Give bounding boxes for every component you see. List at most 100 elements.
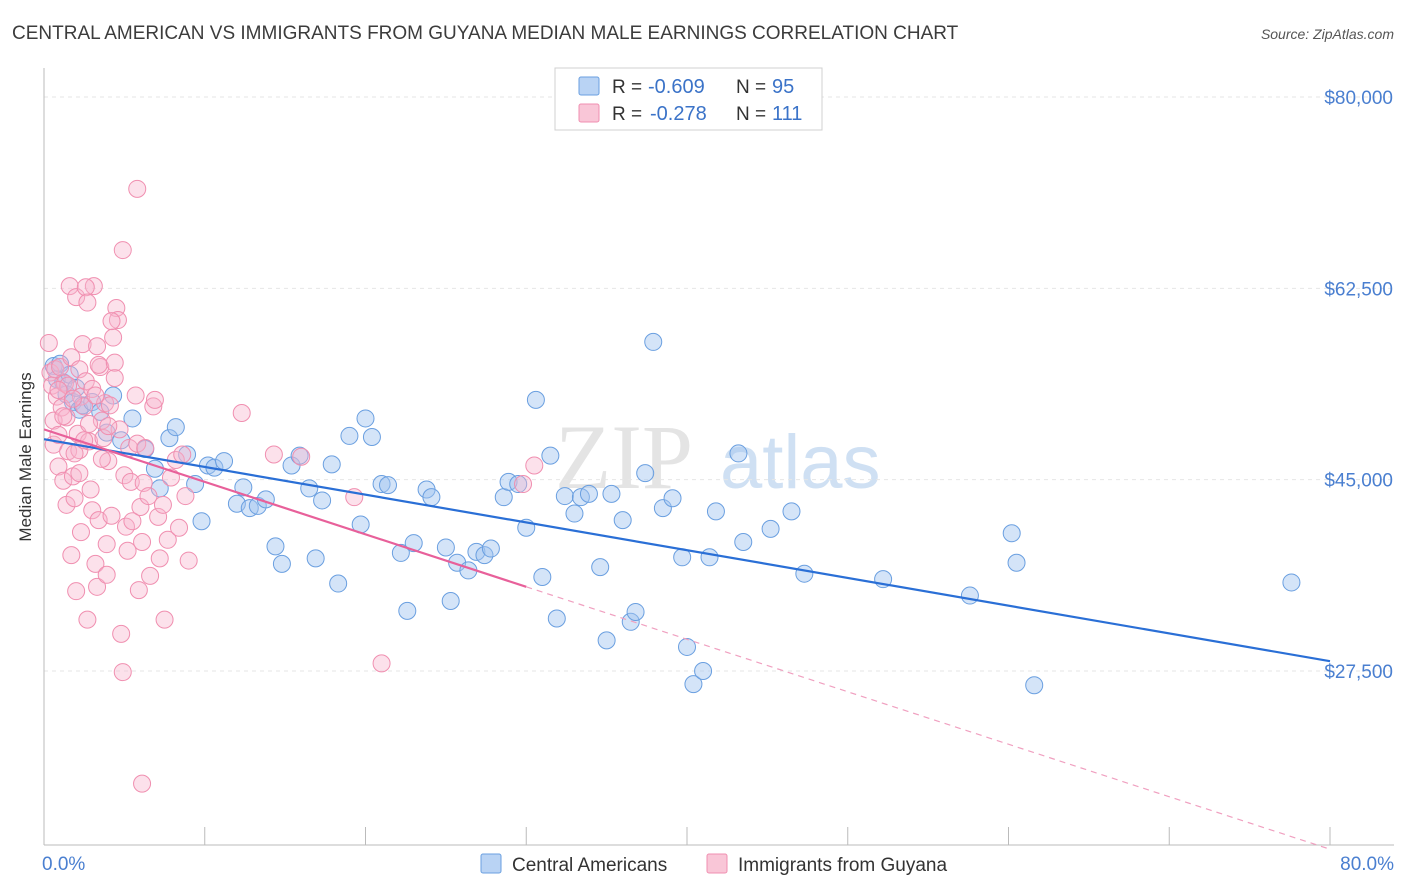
point-immigrants-from-guyana (55, 374, 74, 393)
point-central-americans (494, 488, 513, 507)
point-central-americans (526, 390, 545, 409)
point-immigrants-from-guyana (71, 523, 90, 542)
point-immigrants-from-guyana (232, 403, 251, 422)
point-immigrants-from-guyana (76, 278, 95, 297)
point-central-americans (391, 543, 410, 562)
legend-n-label-1: N = (736, 77, 766, 98)
point-central-americans (636, 464, 655, 483)
point-central-americans (729, 444, 748, 463)
point-central-americans (591, 558, 610, 577)
point-central-americans (340, 426, 359, 445)
point-central-americans (613, 511, 632, 530)
point-immigrants-from-guyana (97, 565, 116, 584)
point-central-americans (475, 546, 494, 565)
point-immigrants-from-guyana (170, 518, 189, 537)
point-immigrants-from-guyana (46, 360, 65, 379)
correlation-legend: R = -0.609 N = 95 R = -0.278 N = 111 (554, 67, 823, 131)
point-central-americans (322, 455, 341, 474)
point-immigrants-from-guyana (514, 475, 533, 494)
point-central-americans (1007, 553, 1026, 572)
point-immigrants-from-guyana (102, 312, 121, 331)
point-central-americans (663, 489, 682, 508)
point-central-americans (579, 484, 598, 503)
point-central-americans (215, 452, 234, 471)
point-central-americans (734, 532, 753, 551)
point-central-americans (266, 537, 285, 556)
legend-r-label-1: R = (612, 77, 642, 98)
trend-line-extension-immigrants-from-guyana (526, 586, 1331, 850)
chart-source: Source: ZipAtlas.com (1261, 26, 1394, 42)
point-immigrants-from-guyana (115, 466, 134, 485)
y-axis-label: Median Male Earnings (16, 372, 35, 541)
point-central-americans (565, 504, 584, 523)
point-immigrants-from-guyana (96, 394, 115, 413)
chart-title: CENTRAL AMERICAN VS IMMIGRANTS FROM GUYA… (12, 23, 959, 44)
point-central-americans (761, 519, 780, 538)
point-immigrants-from-guyana (94, 429, 113, 448)
point-immigrants-from-guyana (105, 353, 124, 372)
point-central-americans (626, 602, 645, 621)
point-immigrants-from-guyana (86, 554, 105, 573)
gridlines (44, 96, 1394, 672)
point-central-americans (597, 631, 616, 650)
bottom-legend-label-central-americans: Central Americans (512, 855, 667, 876)
point-central-americans (329, 574, 348, 593)
point-immigrants-from-guyana (108, 311, 127, 330)
point-central-americans (436, 538, 455, 557)
point-immigrants-from-guyana (70, 464, 89, 483)
legend-r-label-2: R = (612, 104, 642, 125)
legend-swatch-pink (578, 103, 600, 123)
x-tick-label-max: 80.0% (1340, 854, 1394, 875)
series-central-americans (44, 332, 1301, 695)
point-central-americans (290, 446, 309, 465)
point-immigrants-from-guyana (102, 506, 121, 525)
point-central-americans (644, 332, 663, 351)
point-immigrants-from-guyana (105, 368, 124, 387)
point-immigrants-from-guyana (99, 452, 118, 471)
point-central-americans (533, 567, 552, 586)
point-immigrants-from-guyana (145, 390, 164, 409)
point-immigrants-from-guyana (54, 471, 73, 490)
point-immigrants-from-guyana (78, 610, 97, 629)
point-immigrants-from-guyana (104, 328, 123, 347)
watermark-atlas: atlas (720, 420, 881, 505)
bottom-legend-label-immigrants-from-guyana: Immigrants from Guyana (738, 855, 947, 876)
point-immigrants-from-guyana (49, 381, 68, 400)
point-immigrants-from-guyana (133, 532, 152, 551)
point-central-americans (694, 662, 713, 680)
point-immigrants-from-guyana (133, 774, 152, 793)
point-immigrants-from-guyana (176, 487, 195, 506)
point-immigrants-from-guyana (292, 447, 311, 466)
point-central-americans (306, 549, 325, 568)
point-immigrants-from-guyana (100, 396, 119, 415)
point-central-americans (234, 478, 253, 497)
point-central-americans (782, 502, 801, 521)
point-central-americans (678, 637, 696, 656)
point-central-americans (166, 418, 185, 437)
point-central-americans (1025, 676, 1044, 695)
point-central-americans (379, 476, 398, 495)
point-immigrants-from-guyana (128, 179, 147, 198)
point-immigrants-from-guyana (83, 501, 102, 520)
point-immigrants-from-guyana (149, 507, 168, 526)
point-immigrants-from-guyana (113, 663, 132, 682)
point-central-americans (795, 564, 814, 583)
point-central-americans (404, 534, 423, 553)
legend-n-value-1: 95 (772, 76, 794, 98)
trend-line-immigrants-from-guyana (43, 428, 527, 588)
point-immigrants-from-guyana (80, 414, 99, 433)
point-central-americans (653, 499, 672, 518)
legend-r-value-1: -0.609 (648, 76, 705, 98)
bottom-legend-swatch-pink (706, 853, 728, 874)
trend-line-central-americans (43, 438, 1331, 663)
point-immigrants-from-guyana (60, 277, 79, 296)
point-central-americans (960, 586, 979, 605)
legend-swatch-blue (578, 76, 600, 96)
point-central-americans (602, 484, 621, 503)
point-immigrants-from-guyana (41, 363, 60, 382)
x-tick-label-min: 0.0% (42, 854, 85, 875)
point-immigrants-from-guyana (118, 541, 137, 560)
point-immigrants-from-guyana (76, 372, 95, 391)
point-central-americans (700, 548, 719, 567)
